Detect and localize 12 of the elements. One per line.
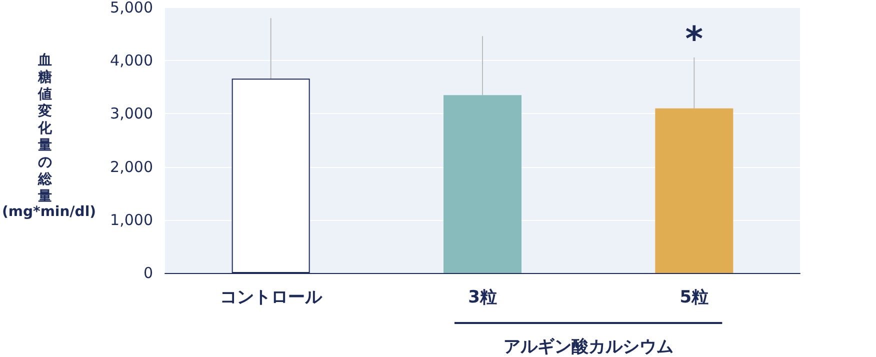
x-tick-label: コントロール	[220, 288, 323, 308]
annotation: *	[685, 19, 704, 60]
y-tick-label: 5,000	[110, 0, 153, 16]
y-tick-label: 3,000	[110, 104, 153, 123]
y-tick-label: 2,000	[110, 158, 153, 176]
y-tick-label: 4,000	[110, 52, 153, 70]
y-tick-label: 1,000	[110, 210, 153, 229]
text: 血糖値変化量の総量 (mg*min/dl)	[2, 52, 96, 220]
x-tick-label: 5粒	[680, 288, 709, 308]
x-tick-label: 3粒	[468, 288, 497, 308]
y-tick-label: 0	[143, 264, 153, 282]
text: アルギン酸カルシウム	[503, 337, 674, 357]
